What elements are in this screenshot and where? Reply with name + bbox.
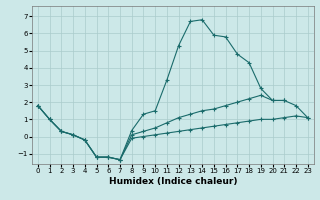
X-axis label: Humidex (Indice chaleur): Humidex (Indice chaleur) bbox=[108, 177, 237, 186]
